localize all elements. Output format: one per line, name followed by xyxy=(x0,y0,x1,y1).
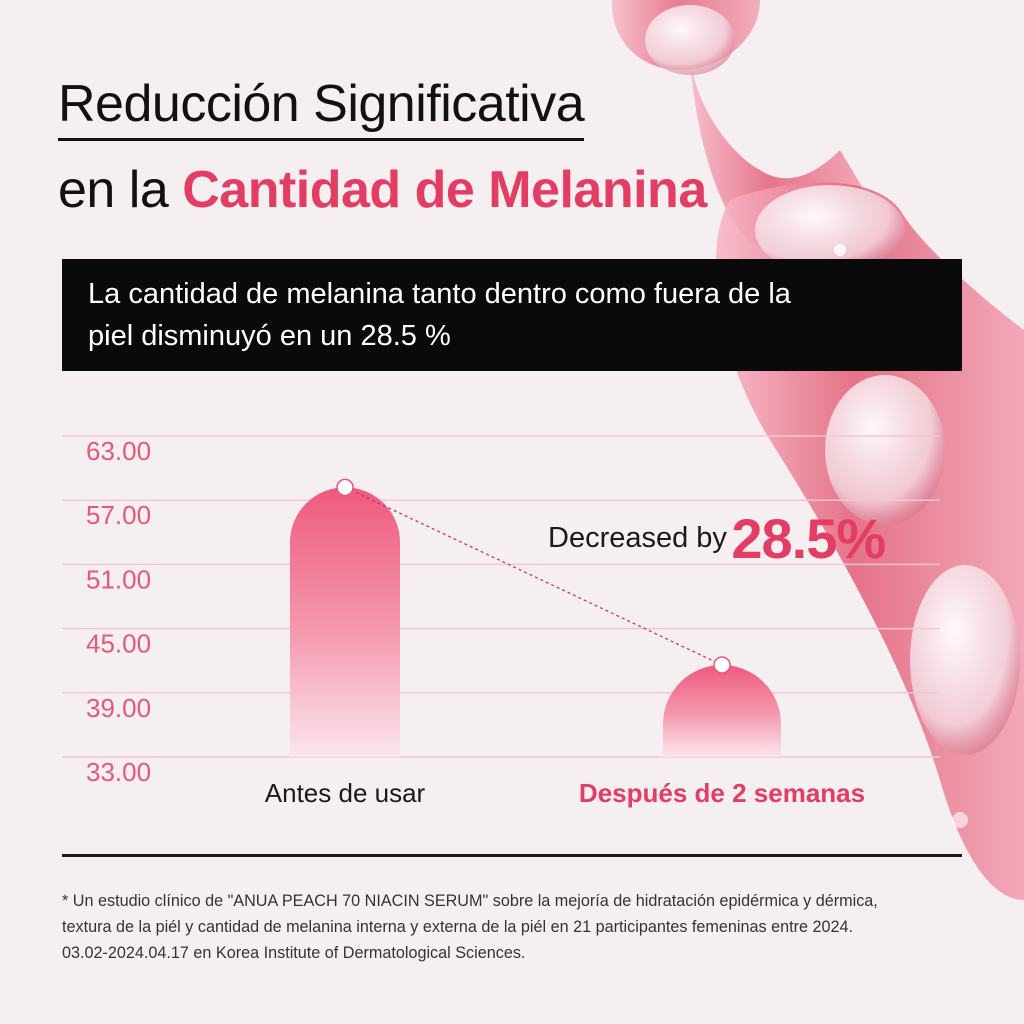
y-tick-label: 51.00 xyxy=(86,564,151,594)
decrease-annotation: Decreased by 28.5% xyxy=(548,506,886,571)
footnote: * Un estudio clínico de "ANUA PEACH 70 N… xyxy=(62,888,952,966)
banner-line-1: La cantidad de melanina tanto dentro com… xyxy=(88,278,791,310)
summary-banner: La cantidad de melanina tanto dentro com… xyxy=(62,259,962,371)
footnote-line-3: 03.02-2024.04.17 en Korea Institute of D… xyxy=(62,944,526,962)
title-line-2-accent: Cantidad de Melanina xyxy=(182,161,707,219)
y-tick-label: 63.00 xyxy=(86,436,151,466)
bar xyxy=(663,664,781,757)
y-tick-label: 57.00 xyxy=(86,500,151,530)
category-label: Antes de usar xyxy=(265,778,426,808)
title-line-2-prefix: en la xyxy=(58,161,183,219)
title-line-2: en la Cantidad de Melanina xyxy=(58,160,707,220)
y-tick-label: 33.00 xyxy=(86,757,151,787)
decrease-value: 28.5% xyxy=(731,507,886,570)
banner-line-2: piel disminuyó en un 28.5 % xyxy=(88,320,451,352)
title-line-1: Reducción Significativa xyxy=(58,74,585,141)
decrease-label: Decreased by xyxy=(548,522,727,554)
data-point-marker xyxy=(713,656,731,674)
category-label: Después de 2 semanas xyxy=(579,778,865,808)
footnote-line-2: textura de la piél y cantidad de melanin… xyxy=(62,918,853,936)
y-tick-label: 45.00 xyxy=(86,629,151,659)
divider xyxy=(62,854,962,857)
data-point-marker xyxy=(336,478,354,497)
y-tick-label: 39.00 xyxy=(86,693,151,723)
footnote-line-1: * Un estudio clínico de "ANUA PEACH 70 N… xyxy=(62,892,878,910)
bar xyxy=(290,487,400,757)
